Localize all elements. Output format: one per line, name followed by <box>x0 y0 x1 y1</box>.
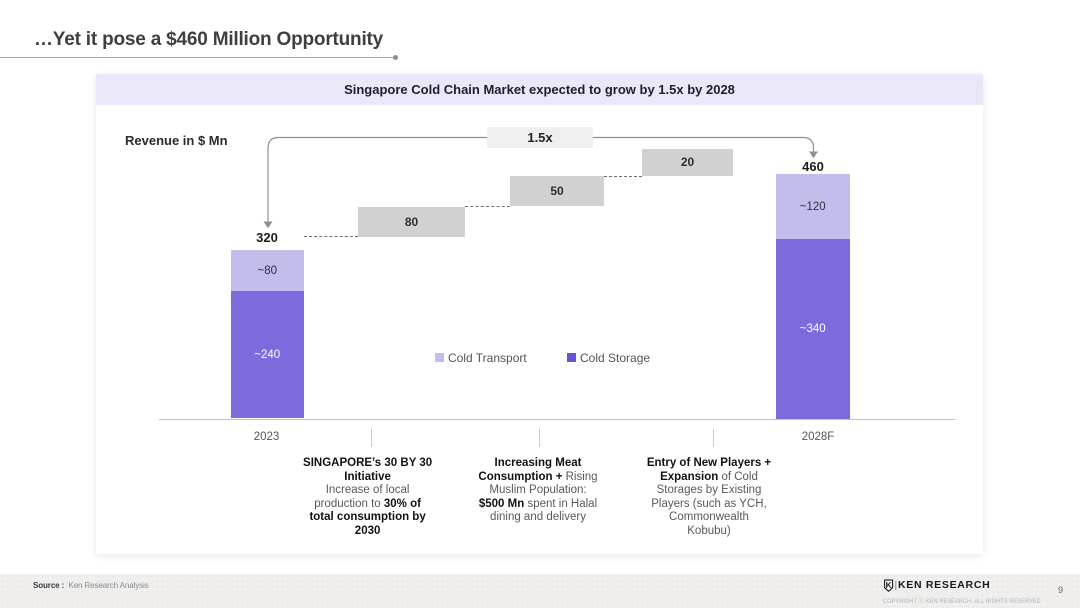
svg-text:K: K <box>885 580 891 590</box>
